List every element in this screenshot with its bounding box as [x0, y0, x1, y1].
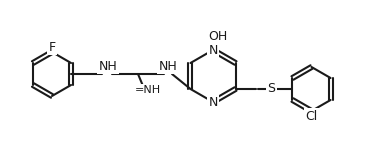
- Text: NH: NH: [99, 59, 117, 73]
- Text: OH: OH: [209, 29, 228, 42]
- Text: =NH: =NH: [135, 85, 161, 95]
- Text: F: F: [48, 41, 55, 53]
- Text: NH: NH: [159, 59, 177, 73]
- Text: N: N: [209, 95, 218, 108]
- Text: Cl: Cl: [305, 110, 318, 123]
- Text: N: N: [209, 44, 218, 57]
- Text: S: S: [267, 82, 276, 95]
